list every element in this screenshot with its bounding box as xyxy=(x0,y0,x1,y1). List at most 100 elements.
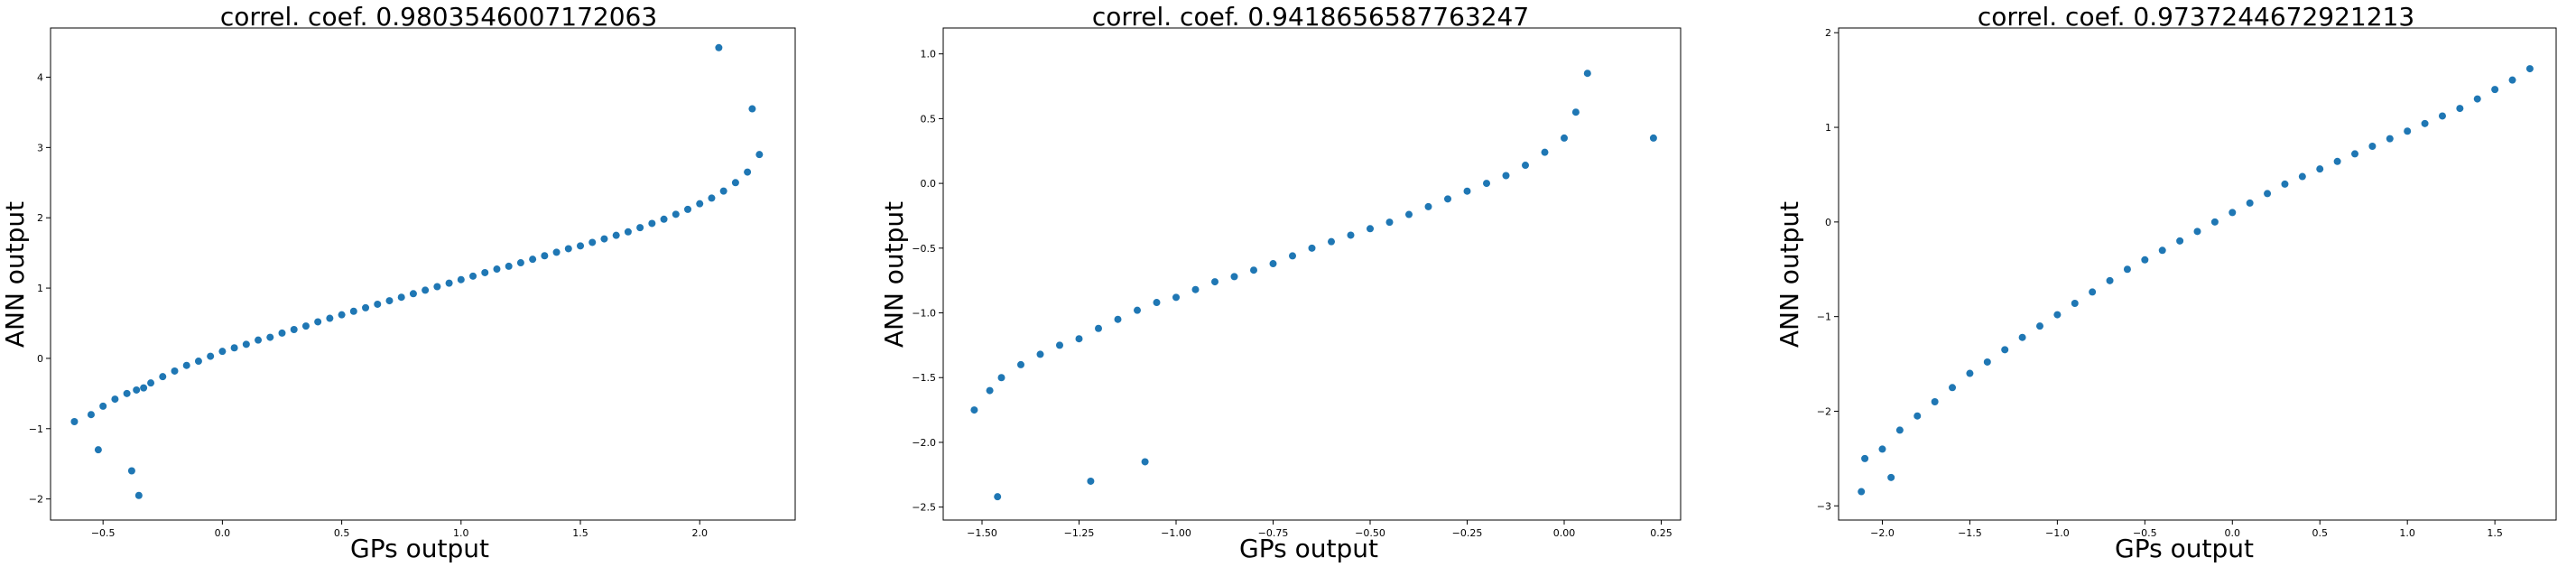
x-tick-label: 0.5 xyxy=(2312,527,2328,539)
scatter-point xyxy=(338,311,346,319)
scatter-point xyxy=(1385,218,1394,227)
x-tick-label: 0.25 xyxy=(1650,527,1673,539)
subplot-3-axes-frame xyxy=(1838,27,2557,521)
scatter-point xyxy=(1211,278,1219,286)
scatter-point xyxy=(624,228,632,236)
scatter-point xyxy=(194,358,202,366)
x-tick-label: −2.0 xyxy=(1870,527,1895,539)
scatter-point xyxy=(2281,180,2289,188)
scatter-point xyxy=(469,272,477,280)
scatter-point xyxy=(2071,299,2079,307)
scatter-point xyxy=(2210,218,2219,226)
subplot-1-plot: −0.5 0.0 0.5 1.0 1.5 2.0 −2 −1 0 1 2 3 4 xyxy=(29,27,796,539)
scatter-point xyxy=(481,268,489,276)
scatter-point xyxy=(600,235,608,243)
scatter-point xyxy=(541,252,549,260)
scatter-point xyxy=(1017,360,1024,368)
scatter-point xyxy=(1502,172,1510,180)
x-tick-label: 0.0 xyxy=(2225,527,2241,539)
scatter-point xyxy=(314,318,322,326)
subplot-1-title: correl. coef. 0.9803546007172063 xyxy=(220,2,657,32)
scatter-point xyxy=(1347,231,1355,239)
subplot-3: correl. coef. 0.9737244672921213 ANN out… xyxy=(1774,2,2557,563)
scatter-point xyxy=(2089,288,2097,296)
subplot-3-xlabel: GPs output xyxy=(2115,534,2254,563)
scatter-point xyxy=(147,379,155,387)
scatter-point xyxy=(1949,384,1957,392)
scatter-point xyxy=(1075,335,1083,343)
scatter-point xyxy=(1328,237,1335,246)
scatter-point xyxy=(207,352,215,360)
scatter-point xyxy=(409,290,417,298)
scatter-point xyxy=(1483,180,1490,188)
scatter-point xyxy=(2176,237,2184,245)
scatter-point xyxy=(2473,95,2481,103)
scatter-point xyxy=(134,491,143,499)
scatter-point xyxy=(326,314,334,322)
subplot-1-ylabel: ANN output xyxy=(0,201,30,348)
subplot-3-title: correl. coef. 0.9737244672921213 xyxy=(1978,2,2414,32)
scatter-point xyxy=(445,279,453,287)
scatter-point xyxy=(1522,162,1529,170)
y-tick-label: −1.0 xyxy=(912,308,936,320)
scatter-point xyxy=(2456,105,2464,113)
scatter-point xyxy=(457,275,465,284)
scatter-point xyxy=(1134,306,1141,314)
y-tick-label: −2.5 xyxy=(912,502,936,514)
scatter-point xyxy=(2246,199,2254,207)
scatter-point xyxy=(1141,458,1149,466)
scatter-point xyxy=(242,340,250,349)
scatter-point xyxy=(1230,273,1238,281)
scatter-point xyxy=(1561,134,1568,142)
scatter-point xyxy=(159,373,167,381)
scatter-point xyxy=(493,265,501,274)
subplot-1-xlabel: GPs output xyxy=(350,534,489,563)
scatter-point xyxy=(2106,276,2114,284)
scatter-point xyxy=(1444,195,1451,203)
scatter-point xyxy=(505,262,513,270)
y-tick-label: −2.0 xyxy=(912,437,936,449)
scatter-point xyxy=(1913,412,1922,420)
scatter-point xyxy=(994,493,1002,501)
scatter-point xyxy=(2333,157,2341,165)
subplot-2-xlabel: GPs output xyxy=(1239,534,1378,563)
scatter-point xyxy=(755,151,764,159)
scatter-point xyxy=(2404,127,2412,135)
scatter-point xyxy=(748,105,756,113)
y-tick-label: 0 xyxy=(37,353,43,365)
scatter-point xyxy=(970,406,978,414)
scatter-point xyxy=(660,215,668,223)
scatter-point xyxy=(1036,350,1044,358)
scatter-point xyxy=(1424,202,1432,210)
scatter-point xyxy=(397,293,405,302)
y-tick-label: −1 xyxy=(1817,311,1831,323)
scatter-point xyxy=(577,242,585,250)
scatter-point xyxy=(1153,299,1161,307)
subplot-2-title: correl. coef. 0.9418656587763247 xyxy=(1092,2,1529,32)
x-tick-label: −1.25 xyxy=(1064,527,1095,539)
scatter-point xyxy=(140,384,148,392)
scatter-point xyxy=(2438,112,2446,120)
scatter-point xyxy=(1878,445,1886,453)
scatter-point xyxy=(255,336,263,344)
scatter-point xyxy=(2421,119,2429,127)
y-tick-label: −3 xyxy=(1817,500,1831,512)
scatter-point xyxy=(218,348,227,356)
scatter-point xyxy=(2229,209,2237,217)
scatter-point xyxy=(99,402,107,410)
x-tick-label: −0.75 xyxy=(1258,527,1289,539)
scatter-point xyxy=(1887,473,1895,481)
subplot-2: correl. coef. 0.9418656587763247 ANN out… xyxy=(879,2,1682,563)
scatter-point xyxy=(731,179,739,187)
scatter-point xyxy=(2053,311,2062,319)
scatter-point xyxy=(2491,86,2499,94)
y-tick-label: 1 xyxy=(37,283,43,294)
subplot-2-ylabel: ANN output xyxy=(879,201,909,348)
subplot-3-ylabel: ANN output xyxy=(1774,201,1804,348)
x-tick-label: −1.00 xyxy=(1161,527,1191,539)
scatter-point xyxy=(1583,70,1591,78)
x-tick-label: −0.5 xyxy=(2133,527,2157,539)
scatter-point xyxy=(349,307,357,315)
y-tick-label: −1.5 xyxy=(912,372,936,384)
